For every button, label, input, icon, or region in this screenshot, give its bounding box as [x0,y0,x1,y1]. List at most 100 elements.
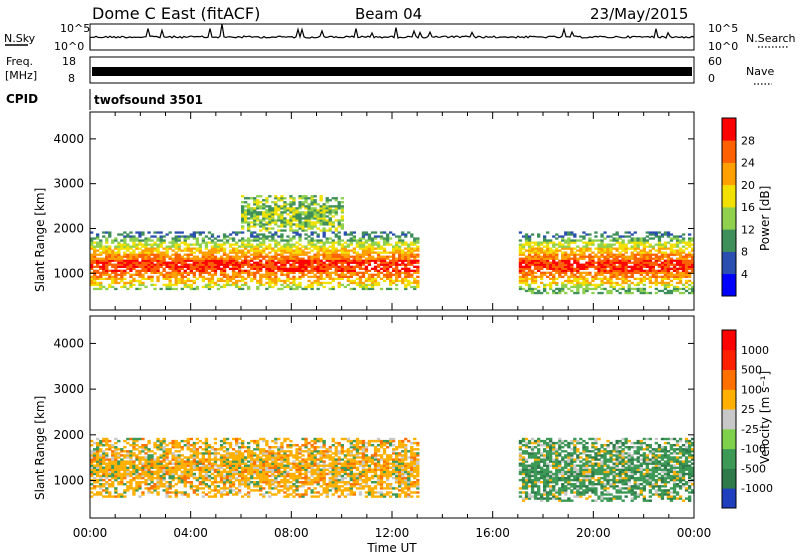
echo-cell [253,265,257,268]
echo-cell [108,261,112,264]
echo-cell [549,239,553,242]
echo-cell [313,211,317,214]
echo-cell [238,478,242,482]
echo-cell [108,439,112,443]
echo-cell [573,291,577,295]
echo-cell [225,253,230,256]
echo-cell [126,462,130,465]
echo-cell [416,269,420,272]
echo-cell [207,476,212,480]
echo-cell [521,273,526,276]
echo-cell [241,283,245,287]
echo-cell [398,279,402,283]
echo-cell [340,205,344,208]
echo-cell [268,464,272,467]
echo-cell [93,450,97,453]
echo-cell [576,287,580,291]
echo-cell [207,255,212,258]
echo-cell [304,265,308,268]
echo-cell [672,273,677,276]
echo-cell [361,261,366,264]
echo-cell [609,277,613,280]
echo-cell [138,474,142,478]
echo-cell [310,241,314,244]
echo-cell [210,251,215,254]
echo-cell [627,285,631,289]
echo-cell [177,265,181,268]
echo-cell [331,247,335,250]
echo-cell [244,481,248,484]
echo-cell [292,197,296,200]
echo-cell [265,205,269,208]
echo-cell [253,223,257,226]
echo-cell [334,247,338,250]
echo-cell [328,251,332,254]
echo-cell [609,269,613,272]
echo-cell [171,485,175,488]
echo-cell [576,259,580,262]
echo-cell [518,265,523,268]
echo-cell [337,273,341,276]
echo-cell [319,281,323,285]
echo-cell [521,265,526,268]
echo-cell [156,245,160,248]
echo-cell [111,253,115,256]
echo-cell [132,273,136,276]
echo-cell [198,466,202,469]
echo-cell [657,231,662,234]
echo-cell [111,281,115,285]
echo-cell [310,211,314,214]
echo-cell [591,241,595,244]
echo-cell [256,223,260,226]
echo-cell [108,233,112,236]
echo-cell [376,257,381,260]
echo-cell [253,245,257,248]
echo-cell [540,261,544,264]
echo-cell [189,454,193,457]
echo-cell [156,265,160,268]
echo-cell [310,213,314,216]
echo-cell [105,444,109,447]
echo-cell [573,251,577,254]
echo-cell [295,251,299,254]
echo-cell [286,209,290,212]
echo-cell [672,267,677,270]
echo-cell [207,281,212,285]
echo-cell [334,267,338,270]
echo-cell [666,255,671,258]
echo-cell [612,255,616,258]
echo-cell [247,287,251,291]
echo-cell [691,281,695,285]
echo-cell [407,273,411,276]
echo-cell [180,231,184,234]
echo-cell [183,247,187,250]
echo-cell [585,243,589,246]
echo-cell [253,481,257,484]
echo-cell [265,237,269,240]
echo-cell [295,259,299,262]
echo-cell [654,263,658,266]
echo-cell [228,454,233,457]
echo-cell [207,452,212,455]
echo-cell [219,267,224,270]
echo-cell [183,269,187,272]
echo-cell [135,231,139,234]
echo-cell [524,267,529,270]
echo-cell [247,207,251,210]
echo-cell [292,283,296,287]
echo-cell [135,437,139,441]
echo-cell [262,468,266,471]
echo-cell [228,487,233,490]
echo-cell [195,485,199,488]
echo-cell [612,261,616,264]
echo-cell [111,277,115,280]
echo-cell [204,444,209,447]
echo-cell [395,275,399,278]
echo-cell [295,241,299,244]
echo-cell [319,215,323,218]
echo-cell [527,243,532,246]
echo-cell [180,454,184,457]
echo-cell [171,237,175,240]
echo-cell [352,257,356,260]
echo-cell [268,448,272,451]
